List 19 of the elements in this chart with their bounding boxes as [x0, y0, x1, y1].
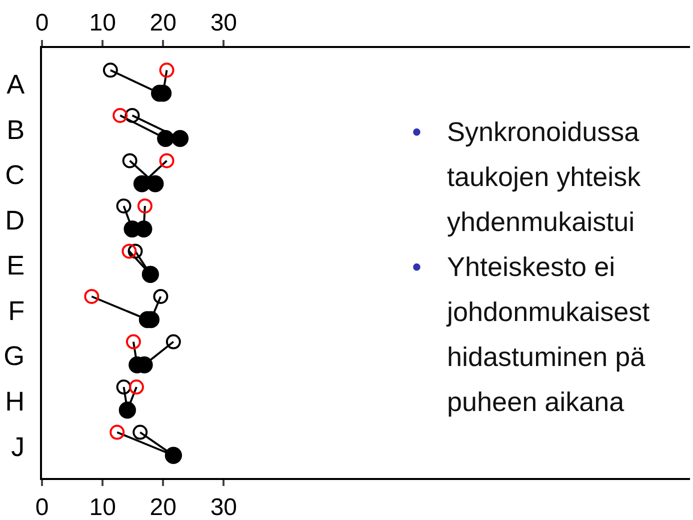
annotation: • Yhteiskesto ei johdonmukaisest hidastuminen pä puheen aikana: [412, 251, 650, 419]
y-tick-label: J: [11, 432, 25, 462]
x-tick-label: 10: [89, 494, 116, 520]
y-tick-label: C: [5, 160, 25, 190]
y-tick-label: G: [4, 341, 25, 372]
x2-tick-label: 30: [210, 9, 238, 36]
y-tick-label: H: [5, 386, 25, 416]
y-tick-label: B: [6, 114, 25, 145]
x2-tick-label: 0: [35, 9, 49, 36]
y-tick-label: D: [5, 205, 25, 236]
annotation: • Synkronoidussa taukojen yhteisk yhdenmukaistui: [412, 116, 642, 239]
y-tick-label: E: [6, 250, 25, 281]
x2-tick-label: 20: [150, 9, 176, 36]
x-tick-label: 30: [210, 494, 238, 520]
x-tick-label: 0: [35, 494, 49, 520]
x-tick-label: 20: [150, 494, 176, 520]
x2-tick-label: 10: [89, 9, 116, 36]
y-tick-label: F: [8, 296, 25, 326]
y-tick-label: A: [6, 70, 25, 100]
